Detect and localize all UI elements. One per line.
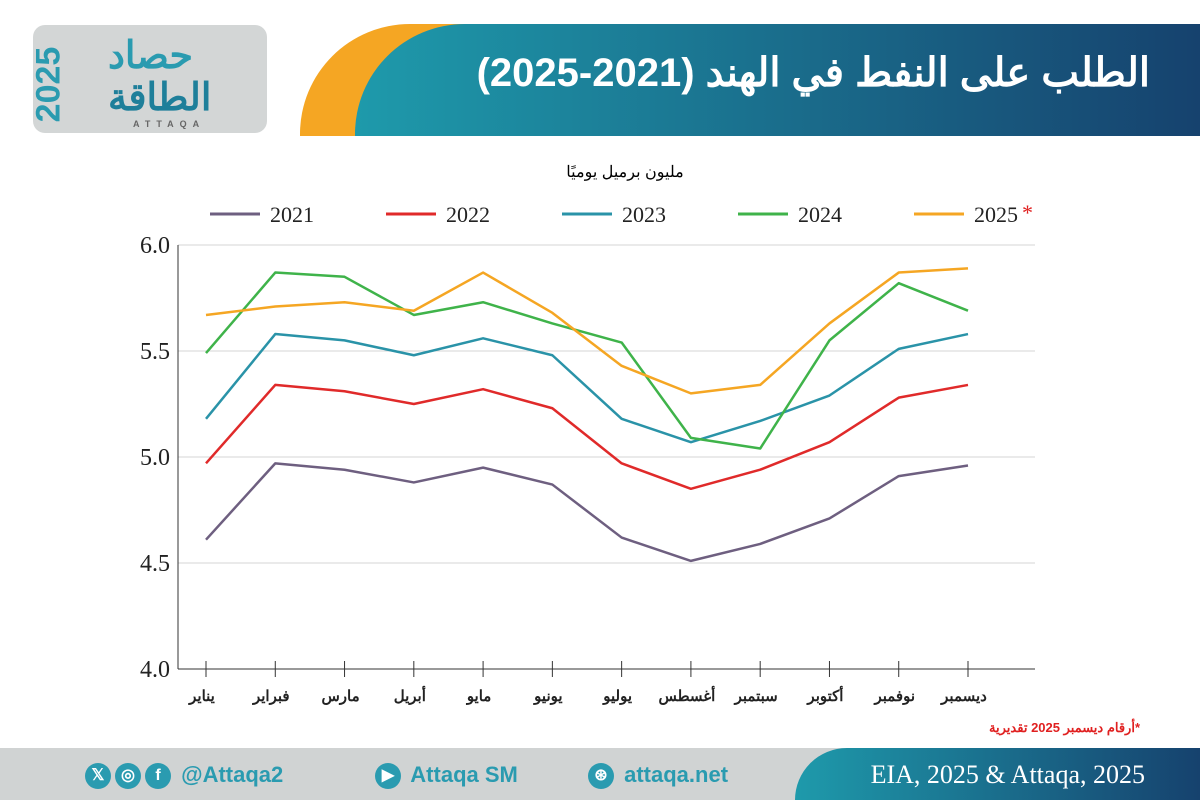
legend-label: 2022: [446, 202, 490, 227]
x-tick-label: مارس: [321, 688, 359, 705]
source-text: EIA, 2025 & Attaqa, 2025: [870, 760, 1145, 789]
x-icon[interactable]: 𝕏: [85, 763, 111, 790]
x-tick-label: يونيو: [533, 688, 562, 705]
logo: حصاد الطاقة 2025 ATTAQA: [29, 25, 267, 133]
logo-line1: حصاد: [108, 35, 193, 77]
footnote: *أرقام ديسمبر 2025 تقديرية: [989, 720, 1140, 735]
x-tick-label: يناير: [188, 688, 215, 705]
footer-source-banner: [795, 748, 1200, 800]
y-unit-label: مليون برميل يوميًا: [566, 164, 684, 181]
series-line-2023: [205, 332, 969, 444]
series-line-2021: [205, 462, 969, 563]
x-tick-label: ديسمبر: [940, 688, 987, 705]
line-chart: 2021 2022 2023 2024 2025 * 4.0 4.5 5.0 5.5 6.0 يناي…: [140, 200, 1035, 705]
y-tick-label: 4.0: [140, 657, 170, 683]
legend-label: 2025: [974, 202, 1018, 227]
x-tick-label: أبريل: [394, 685, 426, 705]
x-tick-label: سبتمبر: [734, 688, 778, 705]
x-tick-label: فبراير: [252, 688, 290, 705]
youtube-label: Attaqa SM: [410, 762, 518, 787]
page-title: الطلب على النفط في الهند (2021-2025): [476, 51, 1150, 95]
instagram-icon[interactable]: ◎: [115, 763, 141, 790]
youtube-icon: ▶: [375, 763, 401, 790]
logo-latin: ATTAQA: [133, 119, 206, 129]
social-handle[interactable]: @Attaqa2: [181, 762, 284, 787]
x-tick-label: أغسطس: [658, 685, 715, 705]
legend-label: 2021: [270, 202, 314, 227]
y-tick-label: 5.0: [140, 445, 170, 471]
series-line-2025: [205, 267, 969, 395]
website-link[interactable]: ⊛ attaqa.net: [588, 762, 729, 790]
legend-estimate-marker: *: [1022, 200, 1033, 225]
legend-label: 2023: [622, 202, 666, 227]
y-tick-label: 6.0: [140, 233, 170, 259]
website-label: attaqa.net: [624, 762, 729, 787]
series-line-2022: [205, 383, 969, 491]
header-banner: [355, 24, 1200, 136]
x-tick-label: مايو: [466, 688, 492, 705]
series-line-2024: [205, 271, 969, 450]
logo-line2: الطاقة: [108, 77, 212, 119]
x-tick-label: نوفمبر: [873, 688, 915, 705]
y-tick-label: 4.5: [140, 551, 170, 577]
social-links: 𝕏 ◎ f @Attaqa2: [85, 762, 284, 790]
x-tick-label: يوليو: [602, 688, 632, 705]
youtube-link[interactable]: ▶ Attaqa SM: [375, 762, 518, 790]
legend-label: 2024: [798, 202, 842, 227]
y-tick-label: 5.5: [140, 339, 170, 365]
facebook-icon[interactable]: f: [145, 763, 171, 790]
globe-icon: ⊛: [588, 763, 614, 790]
x-tick-label: أكتوبر: [806, 685, 843, 705]
